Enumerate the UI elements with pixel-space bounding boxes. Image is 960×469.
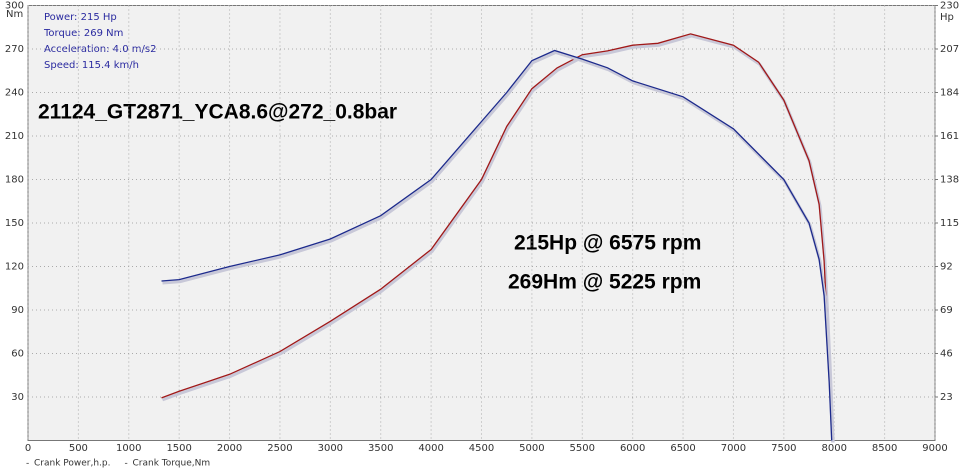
y2-tick-label: 138 <box>940 175 959 186</box>
x-tick-label: 8500 <box>872 443 897 454</box>
x-tick-label: 5500 <box>570 443 595 454</box>
y2-tick-label: 230 <box>940 1 959 12</box>
annotation: 269Hm @ 5225 rpm <box>508 271 701 294</box>
x-tick-label: 1000 <box>116 443 141 454</box>
y-tick-label: 300 <box>5 1 24 12</box>
y-tick-label: 270 <box>5 44 24 55</box>
x-tick-label: 6000 <box>620 443 645 454</box>
x-tick-label: 7500 <box>771 443 796 454</box>
y-axis-label: Nm <box>6 9 23 20</box>
y2-tick-label: 207 <box>940 44 959 55</box>
legend-dash: - <box>26 459 29 469</box>
x-tick-label: 500 <box>69 443 88 454</box>
x-tick-label: 4000 <box>418 443 443 454</box>
y2-tick-label: 115 <box>940 218 959 229</box>
x-tick-label: 0 <box>25 443 31 454</box>
x-tick-label: 8000 <box>821 443 846 454</box>
y-tick-label: 210 <box>5 131 24 142</box>
y2-tick-label: 184 <box>940 88 959 99</box>
y-tick-label: 90 <box>11 305 24 316</box>
info-line: Torque: 269 Nm <box>43 28 123 39</box>
x-tick-label: 9000 <box>922 443 947 454</box>
x-tick-label: 1500 <box>166 443 191 454</box>
info-box <box>38 10 168 76</box>
y-tick-label: 30 <box>11 392 24 403</box>
y2-axis-label: Hp <box>940 12 954 23</box>
series-line <box>161 49 833 441</box>
y-tick-label: 180 <box>5 175 24 186</box>
y-tick-label: 60 <box>11 349 24 360</box>
x-tick-label: 7000 <box>721 443 746 454</box>
y-tick-label: 120 <box>5 262 24 273</box>
x-tick-label: 2000 <box>217 443 242 454</box>
y2-tick-label: 92 <box>940 262 953 273</box>
y-tick-label: 240 <box>5 88 24 99</box>
x-tick-label: 4500 <box>469 443 494 454</box>
annotation: 215Hp @ 6575 rpm <box>514 232 701 255</box>
x-tick-label: 2500 <box>267 443 292 454</box>
legend-label: Crank Power,h.p. <box>34 459 111 469</box>
legend-dash: - <box>125 459 128 469</box>
annotation: 21124_GT2871_YCA8.6@272_0.8bar <box>38 101 397 124</box>
y-tick-label: 150 <box>5 218 24 229</box>
y2-tick-label: 69 <box>940 305 953 316</box>
info-line: Power: 215 Hp <box>44 12 117 23</box>
y2-tick-label: 161 <box>940 131 959 142</box>
y2-tick-label: 46 <box>940 349 953 360</box>
series-line <box>161 33 833 441</box>
info-line: Speed: 115.4 km/h <box>44 60 139 71</box>
y2-tick-label: 23 <box>940 392 953 403</box>
x-tick-label: 3500 <box>368 443 393 454</box>
legend-label: Crank Torque,Nm <box>133 459 211 469</box>
x-tick-label: 5000 <box>519 443 544 454</box>
x-tick-label: 3000 <box>318 443 343 454</box>
x-tick-label: 6500 <box>670 443 695 454</box>
